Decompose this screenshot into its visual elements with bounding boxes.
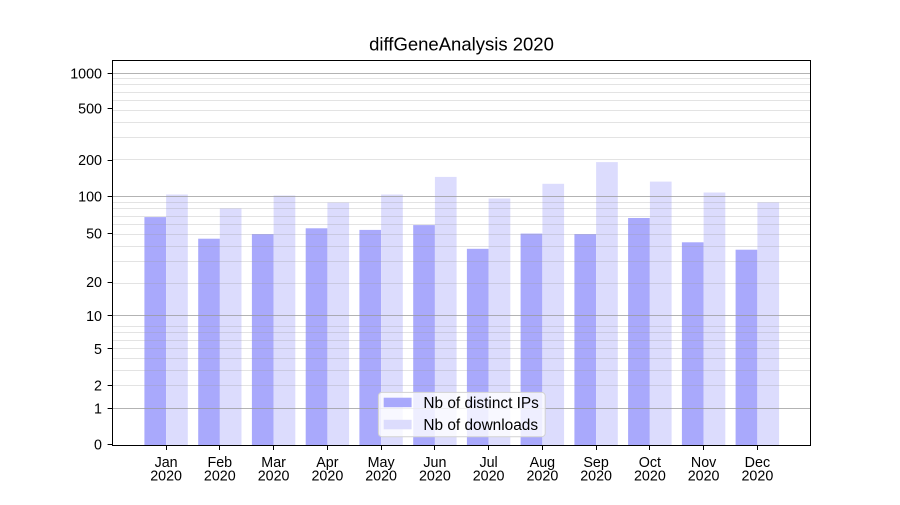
svg-text:2020: 2020	[258, 469, 290, 485]
svg-text:Aug: Aug	[530, 455, 555, 471]
svg-text:Jul: Jul	[479, 455, 497, 471]
svg-text:100: 100	[78, 190, 102, 206]
svg-text:Oct: Oct	[639, 455, 661, 471]
svg-text:diffGeneAnalysis 2020: diffGeneAnalysis 2020	[369, 34, 554, 55]
svg-text:Nb of distinct IPs: Nb of distinct IPs	[423, 395, 539, 412]
svg-text:1000: 1000	[70, 66, 102, 82]
svg-text:Apr: Apr	[316, 455, 338, 471]
svg-text:2020: 2020	[473, 469, 505, 485]
svg-text:2020: 2020	[741, 469, 773, 485]
svg-text:2020: 2020	[526, 469, 558, 485]
svg-text:2020: 2020	[150, 469, 182, 485]
svg-text:Jan: Jan	[155, 455, 178, 471]
svg-text:0: 0	[94, 438, 102, 454]
svg-text:Sep: Sep	[583, 455, 608, 471]
svg-text:200: 200	[78, 153, 102, 169]
svg-text:Nb of downloads: Nb of downloads	[423, 417, 538, 434]
svg-text:10: 10	[86, 309, 102, 325]
svg-text:2020: 2020	[204, 469, 236, 485]
svg-text:May: May	[368, 455, 396, 471]
svg-text:Mar: Mar	[261, 455, 286, 471]
svg-text:Dec: Dec	[745, 455, 770, 471]
svg-text:2020: 2020	[634, 469, 666, 485]
svg-text:Nov: Nov	[691, 455, 717, 471]
svg-text:2020: 2020	[311, 469, 343, 485]
svg-text:2020: 2020	[365, 469, 397, 485]
svg-text:Jun: Jun	[423, 455, 446, 471]
svg-text:50: 50	[86, 226, 102, 242]
svg-text:500: 500	[78, 102, 102, 118]
svg-text:2: 2	[94, 378, 102, 394]
svg-text:2020: 2020	[580, 469, 612, 485]
svg-text:2020: 2020	[688, 469, 720, 485]
svg-text:Feb: Feb	[207, 455, 232, 471]
svg-text:2020: 2020	[419, 469, 451, 485]
svg-text:1: 1	[94, 402, 102, 418]
svg-text:20: 20	[86, 275, 102, 291]
svg-text:5: 5	[94, 342, 102, 358]
